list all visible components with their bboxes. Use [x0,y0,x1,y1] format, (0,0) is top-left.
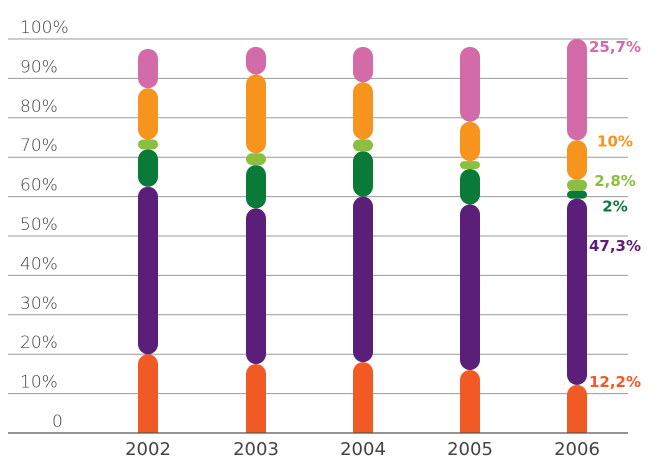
data-labels: 25,7% 10% 2,8% 2% 47,3% 12,2% [589,38,641,391]
y-tick-label: 30% [20,294,58,314]
bar-segment [353,139,373,152]
data-label: 2,8% [594,172,636,190]
bar-segment [138,186,158,355]
y-tick-labels: 0 10% 20% 30% 40% 50% 60% 70% 80% 90% 100% [20,18,69,432]
data-label: 10% [597,132,633,150]
bar-segment [246,153,266,166]
bar-base [460,423,480,433]
bar-segment [460,369,480,433]
bar-segment [138,149,158,187]
bar-segment [567,190,587,199]
y-tick-label: 90% [20,57,58,77]
y-tick-label: 70% [20,136,58,156]
bar-segment [246,208,266,365]
bar-segment [460,169,480,205]
y-tick-label: 100% [20,18,69,38]
data-label: 25,7% [589,38,641,56]
y-tick-label: 20% [20,333,58,353]
bar-segment [567,179,587,191]
x-tick-label: 2002 [125,439,171,460]
bars [138,39,587,433]
bar-segment [460,204,480,370]
bar-segment [246,74,266,154]
bar-segment [353,82,373,140]
y-tick-label: 60% [20,176,58,196]
bar-segment [138,354,158,433]
grid-lines [8,38,628,395]
data-label: 47,3% [589,237,641,255]
x-tick-labels: 2002 2003 2004 2005 2006 [125,439,600,460]
bar-segment [567,384,587,433]
data-label: 2% [602,197,627,215]
y-tick-label: 40% [20,254,58,274]
y-tick-label: 0 [52,412,63,432]
bar-segment [246,165,266,209]
bar-segment [246,364,266,433]
bar-segment [138,88,158,140]
bar-segment [353,151,373,197]
x-tick-label: 2006 [554,439,600,460]
bar-segment [246,46,266,75]
bar-segment [460,46,480,122]
y-tick-label: 50% [20,215,58,235]
x-tick-label: 2003 [233,439,279,460]
bar-segment [353,196,373,363]
y-tick-label: 80% [20,97,58,117]
bar-segment [460,121,480,162]
x-tick-label: 2005 [447,439,493,460]
bar-base [567,423,587,433]
bar-segment [138,139,158,150]
data-label: 12,2% [589,373,641,391]
bar-segment [138,48,158,89]
bar-segment [567,39,587,141]
bar-base [138,423,158,433]
bar-segment [567,140,587,180]
bar-segment [353,362,373,433]
bar-segment [460,161,480,170]
bar-base [353,423,373,433]
bar-segment [353,46,373,83]
bar-base [246,423,266,433]
y-tick-label: 10% [20,373,58,393]
x-tick-label: 2004 [340,439,386,460]
bar-segment [567,198,587,385]
